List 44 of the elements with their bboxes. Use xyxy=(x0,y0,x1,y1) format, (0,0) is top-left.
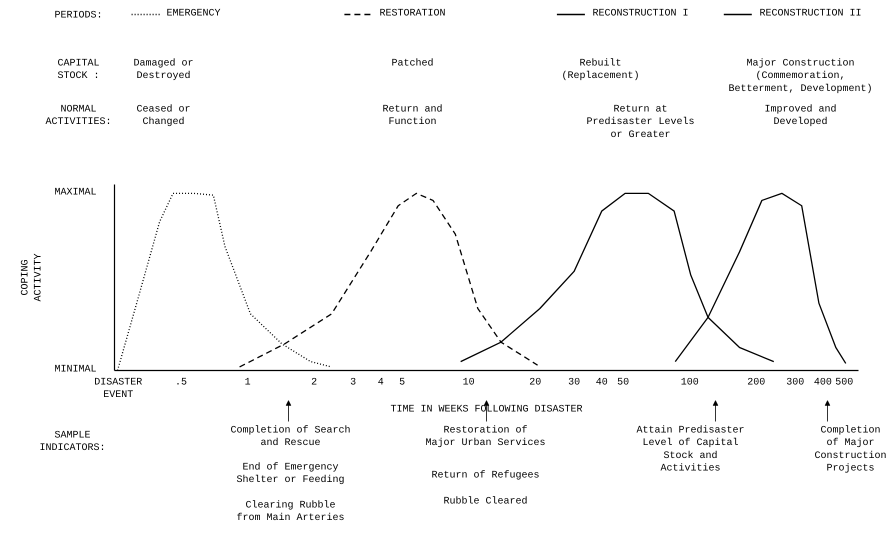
text: Major Construction (Commemoration, Betterment, Development) xyxy=(728,58,873,95)
text: Restoration of Major Urban Services xyxy=(425,424,546,450)
text: Rubble Cleared xyxy=(443,496,528,508)
x-tick-label: 400 xyxy=(814,378,832,388)
x-tick-label: DISASTER EVENT xyxy=(94,378,142,402)
text: CAPITAL STOCK : xyxy=(57,58,100,82)
x-tick-label: 20 xyxy=(529,378,542,388)
x-tick-label: 50 xyxy=(617,378,630,388)
text: Completion of Search and Rescue xyxy=(230,424,351,450)
text: NORMAL ACTIVITIES: xyxy=(45,104,112,128)
x-tick-label: 5 xyxy=(399,378,406,388)
text: Return at Predisaster Levels or Greater xyxy=(586,104,695,141)
legend-label: RESTORATION xyxy=(379,8,446,20)
legend-label: EMERGENCY xyxy=(166,8,221,20)
x-tick-label: .5 xyxy=(175,378,188,388)
text: Completion of Major Construction Projects xyxy=(814,424,887,474)
legend-label: RECONSTRUCTION I xyxy=(592,8,689,20)
text: Ceased or Changed xyxy=(136,104,191,128)
legend-label: RECONSTRUCTION II xyxy=(759,8,862,20)
x-tick-label: 1 xyxy=(244,378,251,388)
x-tick-label: 200 xyxy=(747,378,766,388)
x-tick-label: 100 xyxy=(680,378,699,388)
text: Return and Function xyxy=(382,104,443,128)
x-tick-label: 2 xyxy=(311,378,318,388)
text: MAXIMAL xyxy=(54,188,97,198)
x-tick-label: 40 xyxy=(596,378,608,388)
text: Damaged or Destroyed xyxy=(133,58,194,82)
x-tick-label: 4 xyxy=(378,378,384,388)
text: PERIODS: xyxy=(54,10,103,22)
text: End of Emergency Shelter or Feeding xyxy=(236,462,345,486)
x-tick-label: 30 xyxy=(568,378,580,388)
x-tick-label: 300 xyxy=(786,378,804,388)
text: MINIMAL xyxy=(54,364,97,376)
x-tick-label: 3 xyxy=(350,378,356,388)
text: Patched xyxy=(391,58,434,70)
text: SAMPLE INDICATORS: xyxy=(39,430,106,454)
x-tick-label: 500 xyxy=(835,378,854,388)
y-axis-title: COPING ACTIVITY xyxy=(20,253,44,302)
text: Improved and Developed xyxy=(764,104,837,128)
x-tick-label: 10 xyxy=(462,378,475,388)
text: Rebuilt (Replacement) xyxy=(561,58,640,82)
text: Attain Predisaster Level of Capital Stock and Activities xyxy=(636,424,745,474)
text: Return of Refugees xyxy=(431,470,540,482)
text: Clearing Rubble from Main Arteries xyxy=(236,500,345,524)
